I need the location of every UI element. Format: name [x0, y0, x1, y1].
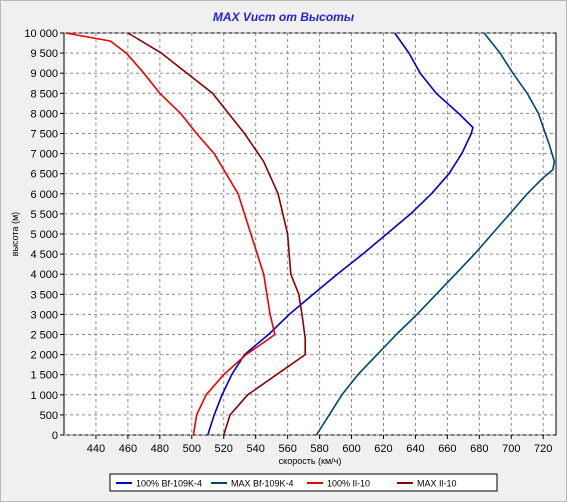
y-tick-label: 3 500 [30, 289, 58, 301]
y-tick-label: 6 500 [30, 169, 58, 181]
y-tick-label: 7 500 [30, 129, 58, 141]
x-tick-label: 560 [278, 443, 296, 455]
x-tick-label: 580 [310, 443, 328, 455]
chart-title: MAX Vист от Высоты [212, 10, 355, 24]
y-tick-label: 1 500 [30, 370, 58, 382]
y-axis-ticks: 0 500 1 000 1 500 2 000 2 500 3 000 3 500 4 000 4… [24, 28, 64, 442]
series-line [65, 32, 276, 436]
legend-label: 100% Il-10 [327, 479, 370, 489]
y-tick-label: 3 000 [30, 309, 58, 321]
x-tick-label: 620 [374, 443, 392, 455]
x-tick-label: 680 [470, 443, 488, 455]
y-axis-label: высота (м) [10, 212, 20, 256]
x-tick-label: 660 [438, 443, 456, 455]
y-tick-label: 4 000 [30, 269, 58, 281]
x-tick-label: 440 [87, 443, 105, 455]
x-tick-label: 700 [502, 443, 520, 455]
y-tick-label: 7 000 [30, 149, 58, 161]
y-tick-label: 500 [40, 410, 58, 422]
legend: 100% Bf-109K-4 MAX Bf-109K-4 100% Il-10 MAX… [116, 479, 457, 489]
y-tick-label: 5 000 [30, 229, 58, 241]
x-axis-label: скорость (км/ч) [279, 456, 342, 466]
y-tick-label: 9 500 [30, 48, 58, 60]
y-tick-label: 8 000 [30, 108, 58, 120]
x-tick-label: 640 [406, 443, 424, 455]
legend-label: MAX Il-10 [417, 479, 457, 489]
y-tick-label: 2 000 [30, 350, 58, 362]
series-line [207, 32, 474, 436]
x-tick-label: 480 [151, 443, 169, 455]
series-lines [65, 32, 556, 436]
y-tick-label: 2 500 [30, 330, 58, 342]
x-tick-label: 720 [534, 443, 552, 455]
y-tick-label: 9 000 [30, 68, 58, 80]
y-tick-label: 0 [52, 430, 58, 442]
series-line [315, 32, 556, 436]
legend-label: MAX Bf-109K-4 [231, 479, 294, 489]
y-tick-label: 4 500 [30, 249, 58, 261]
series-line [127, 32, 307, 436]
y-tick-label: 8 500 [30, 88, 58, 100]
x-tick-label: 520 [215, 443, 233, 455]
y-tick-label: 1 000 [30, 390, 58, 402]
x-axis-ticks: 440 460 480 500 520 540 560 580 600 620 640 660 680 7… [87, 435, 552, 455]
y-tick-label: 5 500 [30, 209, 58, 221]
legend-label: 100% Bf-109K-4 [136, 479, 202, 489]
x-tick-label: 460 [119, 443, 137, 455]
legend-box [109, 473, 498, 492]
x-tick-label: 540 [247, 443, 265, 455]
x-tick-label: 600 [342, 443, 360, 455]
y-tick-label: 6 000 [30, 189, 58, 201]
y-tick-label: 10 000 [24, 28, 58, 40]
x-tick-label: 500 [183, 443, 201, 455]
grid-lines [64, 32, 556, 436]
